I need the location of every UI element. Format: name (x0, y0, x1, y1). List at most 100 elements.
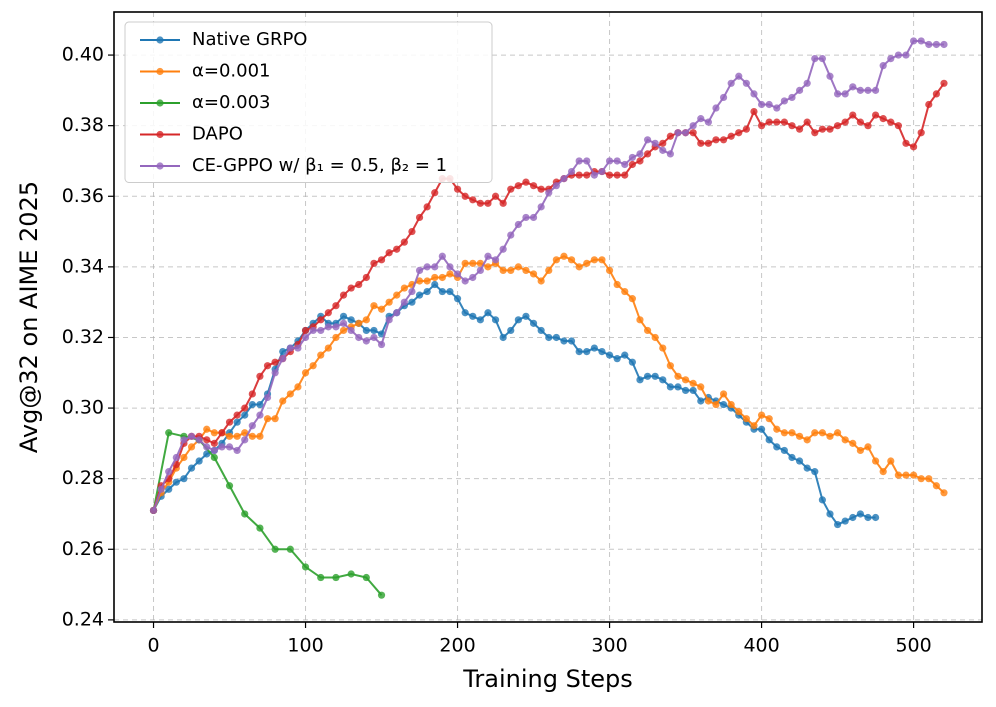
point (757, 411, 766, 419)
point (484, 199, 492, 207)
point (940, 79, 948, 87)
point (370, 333, 378, 342)
point (241, 404, 249, 412)
point (932, 40, 940, 49)
point (567, 337, 576, 345)
point (674, 383, 682, 391)
point (719, 93, 728, 102)
legend-marker (156, 99, 164, 107)
point (940, 489, 948, 497)
x-tick-label: 0 (147, 635, 159, 657)
point (674, 372, 682, 380)
point (697, 397, 705, 405)
point (431, 263, 439, 271)
point (909, 143, 918, 151)
point (651, 372, 659, 380)
legend-marker (156, 67, 164, 76)
point (932, 482, 940, 490)
point (393, 245, 401, 253)
plot-frame (113, 11, 983, 623)
point (795, 432, 804, 440)
point (294, 344, 302, 352)
point (362, 337, 370, 345)
point (332, 573, 340, 582)
point (598, 167, 606, 176)
point (256, 411, 264, 419)
point (674, 129, 682, 137)
x-tick-label: 400 (743, 635, 779, 657)
point (727, 400, 735, 409)
point (818, 125, 826, 133)
point (780, 429, 788, 437)
point (233, 418, 241, 426)
point (925, 40, 933, 49)
point (826, 510, 834, 518)
point (499, 199, 507, 207)
point (522, 312, 530, 320)
point (294, 383, 302, 391)
point (339, 326, 348, 335)
point (818, 496, 826, 504)
point (765, 100, 773, 109)
point (894, 471, 902, 479)
point (248, 432, 256, 440)
point (697, 383, 705, 391)
point (438, 252, 446, 260)
point (621, 160, 629, 169)
point (590, 256, 598, 264)
point (370, 259, 378, 267)
point (583, 171, 591, 179)
point (514, 263, 522, 271)
point (849, 83, 857, 91)
point (803, 464, 811, 472)
point (628, 295, 636, 303)
point (393, 309, 401, 317)
point (666, 362, 674, 370)
point (803, 118, 811, 126)
point (491, 192, 500, 200)
point (628, 153, 636, 162)
point (476, 199, 484, 207)
point (301, 563, 310, 571)
point (613, 280, 621, 289)
point (149, 506, 158, 515)
point (461, 277, 469, 285)
point (560, 337, 568, 345)
legend-marker (156, 162, 164, 170)
point (583, 259, 591, 267)
point (583, 157, 591, 165)
point (636, 316, 644, 324)
point (423, 263, 431, 271)
point (377, 305, 386, 313)
point (499, 245, 507, 253)
point (902, 139, 910, 147)
point (940, 40, 948, 49)
point (826, 125, 834, 133)
point (552, 256, 560, 264)
point (583, 347, 591, 356)
point (469, 196, 477, 204)
point (165, 485, 173, 493)
point (286, 390, 294, 398)
point (704, 118, 712, 126)
point (355, 319, 363, 327)
point (909, 37, 918, 45)
point (879, 115, 887, 123)
point (408, 298, 416, 306)
point (453, 270, 462, 278)
point (415, 277, 424, 285)
point (765, 415, 773, 423)
point (362, 573, 370, 582)
point (704, 139, 712, 147)
point (826, 72, 834, 80)
point (689, 129, 697, 137)
point (187, 432, 196, 440)
point (833, 520, 842, 529)
point (613, 157, 621, 165)
point (864, 86, 872, 94)
point (575, 347, 583, 356)
point (537, 185, 545, 193)
point (522, 213, 530, 222)
point (241, 510, 249, 518)
point (271, 369, 279, 377)
